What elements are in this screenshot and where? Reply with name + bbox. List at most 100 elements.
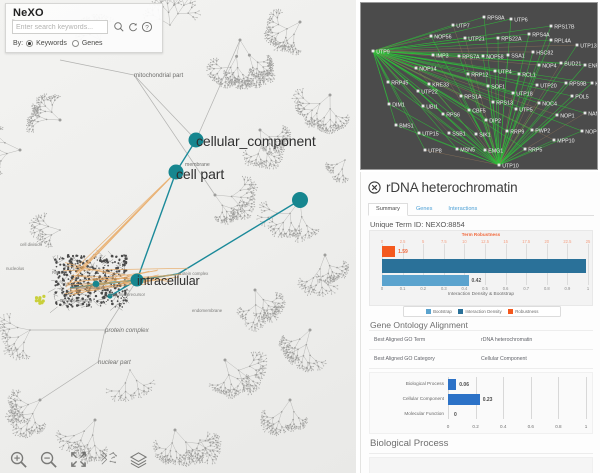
node-label-nuclear-part[interactable]: nuclear part [98, 359, 131, 366]
bottom-tick: 0.9 [564, 285, 571, 291]
bottom-tick: 0.4 [461, 285, 468, 291]
go-alignment-title: Gene Ontology Alignment [370, 320, 468, 330]
page-title: rDNA heterochromatin [386, 179, 518, 195]
hierarchy-tree-graphic [0, 0, 350, 467]
bar-robustness [382, 246, 396, 257]
go-value-term: rDNA heterochromatin [481, 337, 533, 343]
chart-title-term-robustness: Term Robustness [461, 232, 501, 237]
legend-item-bootstrap: Bootstrap [425, 309, 452, 314]
gridline [558, 377, 560, 419]
node-label-trna-processing[interactable]: tRNA processing [60, 298, 93, 303]
table-row: Best Aligned GO Term rDNA heterochromati… [369, 331, 593, 350]
node-label-protein-complex-small[interactable]: protein complex [178, 271, 209, 276]
bar-value-label: 0.42 [471, 277, 482, 284]
x-tick: 0 [446, 424, 450, 429]
bottom-tick: 0.1 [399, 285, 406, 291]
bar-cellular-component [448, 394, 480, 405]
bottom-tick: 0.5 [482, 285, 488, 291]
bottom-tick: 0.8 [543, 285, 550, 291]
search-row[interactable]: ? ˇ [12, 20, 160, 36]
zoom-in-icon[interactable] [9, 450, 28, 469]
legend-label-bootstrap: Bootstrap [433, 309, 452, 314]
node-label-cellular-component[interactable]: cellular_component [196, 133, 316, 149]
tab-interactions[interactable]: Interactions [448, 205, 478, 212]
search-by-row[interactable]: By: Keywords Genes [13, 40, 102, 47]
bottom-tick: 0.6 [502, 285, 509, 291]
unique-term-id: Unique Term ID: NEXO:8854 [370, 220, 465, 229]
term-detail-panel[interactable]: rDNA heterochromatin Summary Genes Inter… [360, 172, 600, 473]
table-row: Best Aligned GO Category Cellular Compon… [369, 350, 593, 369]
detail-tabs[interactable]: Summary Genes Interactions [368, 202, 594, 216]
bottom-tick: 0.7 [523, 285, 530, 291]
bottom-tick: 1 [586, 285, 590, 291]
sync-icon[interactable] [127, 21, 139, 33]
node-label-endomembrane[interactable]: endomembrane [192, 308, 223, 313]
go-category-chart: 0 0.2 0.4 0.6 0.8 1 Biological Process 0.06 Cell… [369, 372, 593, 434]
go-value-category: Cellular Component [481, 356, 527, 362]
node-label-cell-division[interactable]: cell division [20, 242, 42, 247]
node-label-intracellular[interactable]: intracellular [137, 274, 200, 288]
zoom-out-icon[interactable] [39, 450, 58, 469]
radio-keywords-label: Keywords [36, 40, 67, 47]
top-tick: 12.5 [481, 239, 489, 244]
top-tick: 2.5 [399, 239, 406, 244]
node-label-ribosome-precursor[interactable]: ribosome precursor [108, 292, 146, 297]
legend-swatch-bootstrap [425, 309, 431, 314]
bar-bootstrap [382, 275, 469, 286]
bar-value-label: 0.23 [482, 397, 493, 403]
bottom-tick: 0 [380, 285, 384, 291]
node-label-ribosomal-subunit[interactable]: ribosomal subunit [70, 285, 104, 290]
gene-interaction-network[interactable]: UTP9 UTP7 RPS8A UTP6 RPS17B NOP56 UTP21 RPS22A R… [360, 2, 598, 170]
category-label: Biological Process [405, 381, 444, 386]
gridline [530, 377, 532, 419]
view-toolbar[interactable] [0, 445, 356, 473]
go-key-term: Best Aligned GO Term [374, 337, 426, 343]
top-tick: 22.5 [563, 239, 572, 244]
biological-process-title: Biological Process [370, 438, 449, 449]
expand-arrows-icon[interactable] [69, 450, 88, 469]
biological-process-table-header [369, 457, 593, 473]
bar-value-label: 0 [454, 412, 457, 418]
legend-label-robustness: Robustness [515, 309, 539, 314]
legend-item-interaction-density: Interaction Density [457, 309, 502, 314]
tab-genes[interactable]: Genes [415, 205, 433, 212]
radio-genes-label: Genes [81, 40, 103, 47]
x-tick: 0.2 [472, 424, 479, 429]
x-tick: 0.6 [527, 424, 534, 429]
top-tick: 0 [380, 239, 384, 244]
gridline [503, 377, 505, 419]
search-icon[interactable] [113, 21, 125, 33]
radio-keywords[interactable] [26, 40, 34, 47]
search-panel[interactable]: NeXO ? ˇ By: Keywo [5, 3, 163, 53]
hierarchy-network-view[interactable]: NeXO ? ˇ By: Keywo [0, 0, 356, 473]
radio-genes[interactable] [71, 40, 79, 47]
node-label-rpl1a[interactable]: RPL1A [52, 270, 66, 275]
node-label-membrane[interactable]: membrane [185, 162, 210, 168]
bottom-tick: 0.3 [440, 285, 447, 291]
network-collapse-icon[interactable] [99, 450, 118, 469]
bar-interaction-density [382, 259, 586, 273]
by-label: By: [13, 40, 24, 47]
legend-swatch-robustness [507, 309, 513, 314]
robustness-bootstrap-chart: Term Robustness 0 2.5 5 7.5 10 12.5 15 17.5 20 22… [369, 230, 593, 317]
top-tick: 15 [503, 239, 508, 244]
top-tick: 5 [422, 239, 425, 244]
close-circle-icon[interactable] [368, 180, 381, 194]
node-label-mitochondrial-part[interactable]: mitochondrial part [134, 72, 184, 79]
node-label-cell-part[interactable]: cell part [176, 166, 225, 182]
tab-summary[interactable]: Summary [368, 203, 408, 216]
layers-icon[interactable] [129, 450, 148, 469]
help-circle-icon[interactable]: ? [141, 21, 153, 33]
gridline [588, 244, 589, 285]
bottom-tick: 0.2 [420, 285, 427, 291]
node-label-protein-complex[interactable]: protein complex [105, 327, 149, 334]
gridline [586, 377, 587, 419]
search-input[interactable] [12, 20, 108, 34]
bar-value-label: 0.06 [459, 382, 469, 388]
x-tick: 0.4 [499, 424, 507, 429]
node-label-nucleolus[interactable]: nucleolus [6, 266, 25, 271]
chart-legend: Bootstrap Interaction Density Robustness [403, 306, 561, 317]
go-alignment-table: Best Aligned GO Term rDNA heterochromati… [369, 330, 593, 370]
top-tick: 20 [544, 239, 550, 244]
